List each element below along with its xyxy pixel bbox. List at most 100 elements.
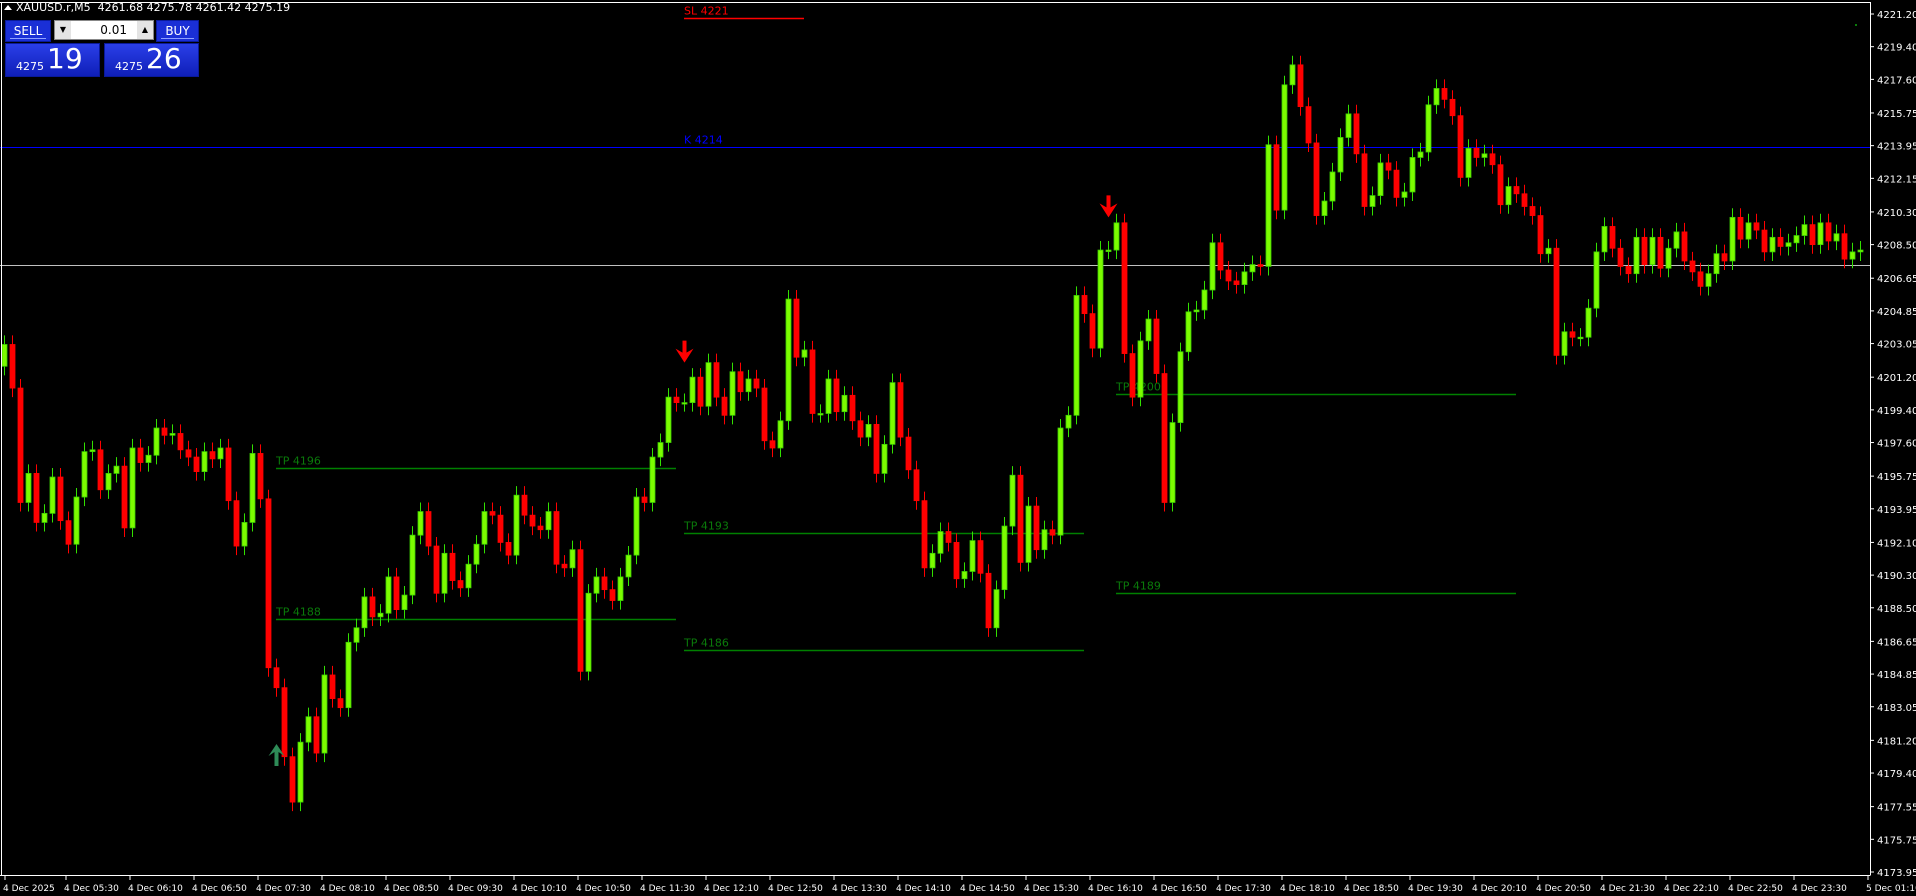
price-tick-label: 4206.65 (1877, 274, 1916, 285)
candle-body (193, 456, 200, 473)
candle-body (1049, 529, 1056, 536)
candle-body (1481, 153, 1488, 158)
candle-body (1009, 474, 1016, 527)
bear-candle (1385, 153, 1392, 180)
bull-candle (1169, 413, 1176, 512)
time-tick-label: 4 Dec 15:30 (1024, 884, 1079, 894)
bull-candle (1801, 215, 1808, 245)
bear-candle (209, 442, 216, 468)
candle-body (641, 496, 648, 503)
candle-body (1313, 142, 1320, 216)
candle-body (1089, 313, 1096, 349)
bear-candle (673, 388, 680, 412)
candle-body (1449, 98, 1456, 117)
candle-body (1825, 222, 1832, 242)
price-tick-label: 4177.55 (1877, 803, 1916, 814)
candle-body (1785, 242, 1792, 247)
time-tick-label: 4 Dec 20:50 (1536, 884, 1591, 894)
bull-candle (1713, 244, 1720, 283)
candle-body (617, 576, 624, 601)
price-tick-label: 4181.20 (1877, 736, 1916, 747)
candle-body (1393, 169, 1400, 198)
bear-candle (1513, 177, 1520, 203)
bull-candle (1729, 208, 1736, 271)
bear-candle (1273, 135, 1280, 220)
bear-candle (809, 340, 816, 423)
candle-body (257, 453, 264, 500)
bull-candle (409, 526, 416, 605)
price-axis[interactable]: 4221.20 4219.40 4217.60 4215.75 4213.95 4212.… (1870, 10, 1916, 879)
bull-candle (705, 353, 712, 416)
buy-label: BUY (161, 24, 194, 39)
time-axis[interactable]: 4 Dec 2025 4 Dec 05:30 4 Dec 06:10 4 Dec 06… (3, 875, 1916, 894)
candle-body (337, 698, 344, 709)
bull-candle (201, 442, 208, 481)
bear-candle (945, 522, 952, 552)
candle-body (9, 344, 16, 389)
bull-candle (129, 438, 136, 537)
bear-candle (609, 580, 616, 610)
candle-body (833, 378, 840, 413)
bear-candle (1641, 228, 1648, 274)
candle-body (761, 387, 768, 442)
candle-body (1193, 309, 1200, 313)
candle-body (89, 449, 96, 453)
bull-candle (585, 584, 592, 681)
buy-price-box[interactable]: 4275 26 (104, 42, 199, 77)
lot-size-stepper[interactable]: ▼ ▲ (54, 20, 154, 40)
candle-body (1497, 164, 1504, 206)
candle-body (329, 674, 336, 699)
lot-size-input[interactable] (72, 21, 131, 39)
candle-body (1657, 236, 1664, 269)
marker-dot (1855, 24, 1857, 26)
bull-candle (1633, 228, 1640, 283)
candle-body (1217, 242, 1224, 271)
bear-candle (833, 369, 840, 421)
sell-button[interactable]: SELL (5, 20, 51, 42)
bull-candle (1505, 177, 1512, 214)
candle-body (809, 349, 816, 414)
price-tick-label: 4183.05 (1877, 703, 1916, 714)
level-lines: SL 4221 K 4214 TP 4196 TP 4188 TP 4193 TP 418… (0, 5, 1870, 652)
bear-candle (1553, 239, 1560, 365)
buy-button[interactable]: BUY (156, 20, 199, 42)
bear-candle (17, 378, 24, 512)
bear-candle (1089, 304, 1096, 358)
sell-price-box[interactable]: 4275 19 (5, 42, 100, 77)
bull-candle (1417, 142, 1424, 167)
bear-candle (977, 531, 984, 583)
candle-body (73, 496, 80, 545)
candle-body (1265, 144, 1272, 267)
collapse-triangle-icon[interactable] (4, 5, 12, 10)
bear-candle (1721, 244, 1728, 271)
lot-increase-icon[interactable]: ▲ (137, 21, 153, 39)
candle-body (913, 469, 920, 502)
candle-body (1465, 147, 1472, 178)
candle-body (1457, 115, 1464, 178)
bear-candle (537, 516, 544, 539)
bull-candle (961, 562, 968, 588)
candle-body (929, 552, 936, 569)
bear-candle (489, 502, 496, 525)
candle-body (289, 756, 296, 803)
candle-body (305, 716, 312, 743)
bull-candle (417, 502, 424, 545)
symbol-label: XAUUSD.r,M5 (16, 1, 91, 14)
candle-body (665, 396, 672, 443)
sell-arrow-icon (675, 340, 694, 363)
lot-decrease-icon[interactable]: ▼ (55, 21, 71, 39)
bear-candle (1225, 260, 1232, 291)
candle-body (313, 716, 320, 754)
bear-candle (1297, 55, 1304, 116)
one-click-trading-panel: SELL ▼ ▲ BUY 4275 19 4275 26 (5, 19, 199, 77)
bull-candle (1105, 240, 1112, 260)
level-label: K 4214 (684, 134, 723, 147)
time-tick-label: 4 Dec 23:30 (1792, 884, 1847, 894)
bull-candle (657, 433, 664, 467)
candle-body (1305, 106, 1312, 144)
bull-candle (361, 587, 368, 637)
candle-body (1385, 162, 1392, 171)
bear-candle (521, 486, 528, 525)
candle-body (1833, 233, 1840, 242)
